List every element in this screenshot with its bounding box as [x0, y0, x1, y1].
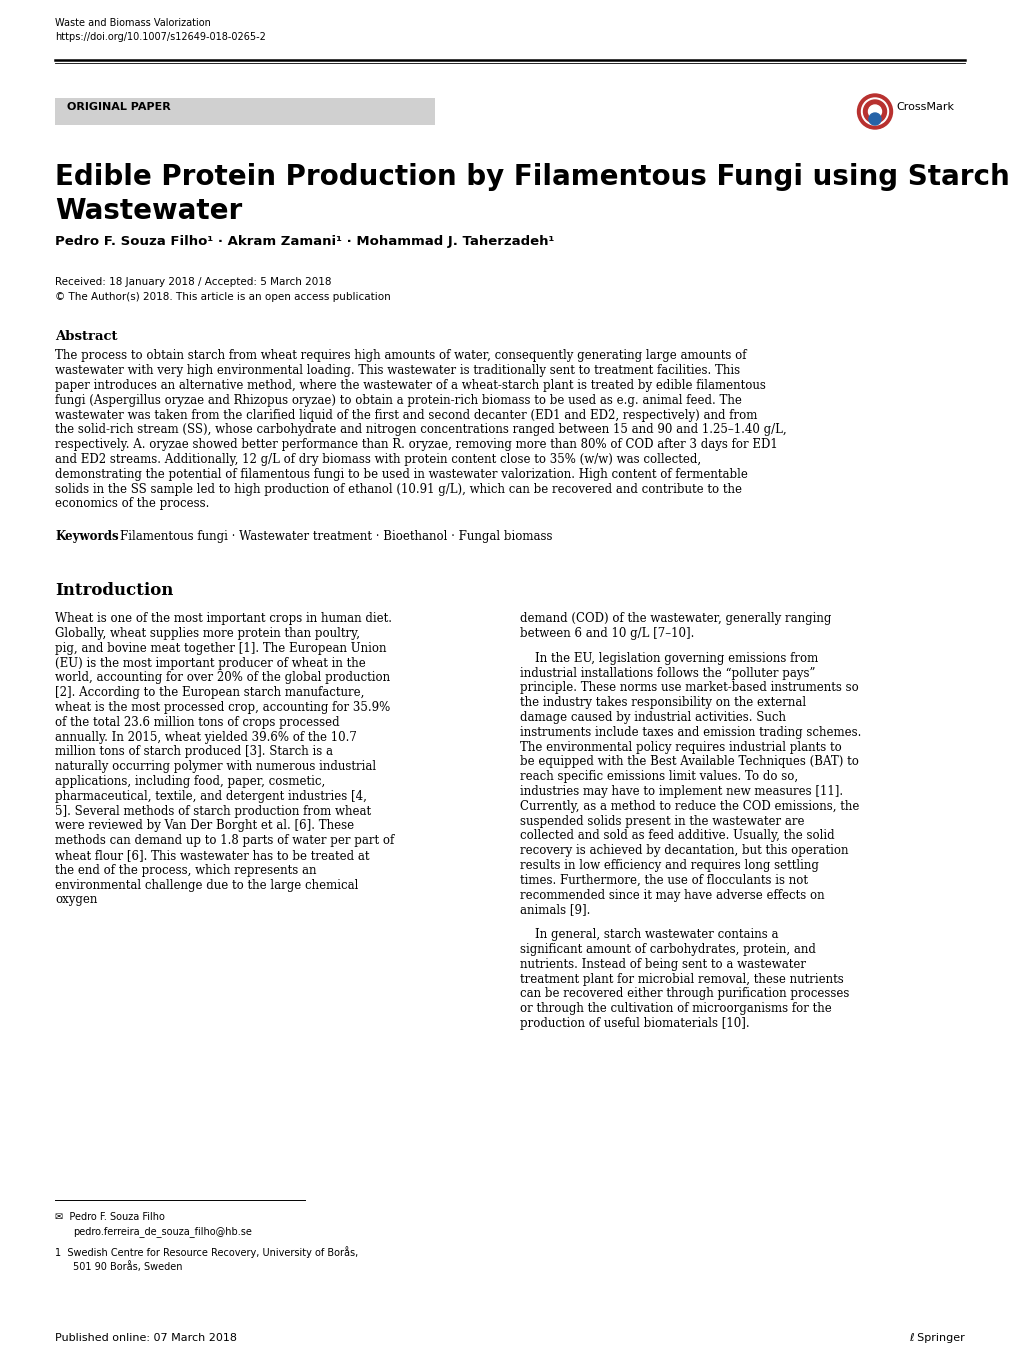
- Text: reach specific emissions limit values. To do so,: reach specific emissions limit values. T…: [520, 770, 797, 783]
- Text: Introduction: Introduction: [55, 583, 173, 599]
- Text: treatment plant for microbial removal, these nutrients: treatment plant for microbial removal, t…: [520, 973, 843, 985]
- Text: suspended solids present in the wastewater are: suspended solids present in the wastewat…: [520, 814, 804, 828]
- Circle shape: [863, 100, 886, 123]
- Text: Waste and Biomass Valorization: Waste and Biomass Valorization: [55, 18, 211, 28]
- Text: [2]. According to the European starch manufacture,: [2]. According to the European starch ma…: [55, 686, 364, 699]
- Text: © The Author(s) 2018. This article is an open access publication: © The Author(s) 2018. This article is an…: [55, 291, 390, 302]
- Text: wheat is the most processed crop, accounting for 35.9%: wheat is the most processed crop, accoun…: [55, 701, 390, 714]
- Text: solids in the SS sample led to high production of ethanol (10.91 g/L), which can: solids in the SS sample led to high prod…: [55, 482, 741, 496]
- Text: Edible Protein Production by Filamentous Fungi using Starch Plant: Edible Protein Production by Filamentous…: [55, 163, 1019, 191]
- Text: Globally, wheat supplies more protein than poultry,: Globally, wheat supplies more protein th…: [55, 627, 360, 640]
- Text: or through the cultivation of microorganisms for the: or through the cultivation of microorgan…: [520, 1003, 830, 1015]
- Text: 5]. Several methods of starch production from wheat: 5]. Several methods of starch production…: [55, 805, 371, 817]
- Text: animals [9].: animals [9].: [520, 904, 590, 916]
- Text: Wheat is one of the most important crops in human diet.: Wheat is one of the most important crops…: [55, 612, 391, 625]
- Text: ℓ Springer: ℓ Springer: [908, 1333, 964, 1343]
- Text: environmental challenge due to the large chemical: environmental challenge due to the large…: [55, 878, 358, 892]
- Text: industries may have to implement new measures [11].: industries may have to implement new mea…: [520, 785, 843, 798]
- Text: Currently, as a method to reduce the COD emissions, the: Currently, as a method to reduce the COD…: [520, 799, 859, 813]
- Text: paper introduces an alternative method, where the wastewater of a wheat-starch p: paper introduces an alternative method, …: [55, 379, 765, 392]
- Text: methods can demand up to 1.8 parts of water per part of: methods can demand up to 1.8 parts of wa…: [55, 835, 394, 847]
- Text: the end of the process, which represents an: the end of the process, which represents…: [55, 864, 316, 877]
- Text: million tons of starch produced [3]. Starch is a: million tons of starch produced [3]. Sta…: [55, 745, 332, 759]
- Text: CrossMark: CrossMark: [895, 103, 953, 112]
- Text: damage caused by industrial activities. Such: damage caused by industrial activities. …: [520, 711, 786, 724]
- Circle shape: [857, 93, 892, 129]
- Text: 1  Swedish Centre for Resource Recovery, University of Borås,: 1 Swedish Centre for Resource Recovery, …: [55, 1247, 358, 1259]
- Text: In the EU, legislation governing emissions from: In the EU, legislation governing emissio…: [520, 652, 817, 665]
- Circle shape: [868, 112, 880, 125]
- Text: the solid-rich stream (SS), whose carbohydrate and nitrogen concentrations range: the solid-rich stream (SS), whose carboh…: [55, 424, 786, 436]
- Text: The process to obtain starch from wheat requires high amounts of water, conseque: The process to obtain starch from wheat …: [55, 350, 746, 363]
- Text: recovery is achieved by decantation, but this operation: recovery is achieved by decantation, but…: [520, 844, 848, 858]
- Text: oxygen: oxygen: [55, 893, 97, 906]
- Text: the industry takes responsibility on the external: the industry takes responsibility on the…: [520, 696, 805, 709]
- Text: In general, starch wastewater contains a: In general, starch wastewater contains a: [520, 928, 777, 942]
- Text: Wastewater: Wastewater: [55, 196, 243, 225]
- Text: Filamentous fungi · Wastewater treatment · Bioethanol · Fungal biomass: Filamentous fungi · Wastewater treatment…: [120, 530, 552, 543]
- Circle shape: [867, 104, 880, 118]
- Text: economics of the process.: economics of the process.: [55, 497, 209, 511]
- Text: Published online: 07 March 2018: Published online: 07 March 2018: [55, 1333, 236, 1343]
- Text: wastewater was taken from the clarified liquid of the first and second decanter : wastewater was taken from the clarified …: [55, 409, 757, 421]
- Text: recommended since it may have adverse effects on: recommended since it may have adverse ef…: [520, 889, 823, 901]
- Text: (EU) is the most important producer of wheat in the: (EU) is the most important producer of w…: [55, 657, 366, 669]
- Text: wastewater with very high environmental loading. This wastewater is traditionall: wastewater with very high environmental …: [55, 364, 740, 377]
- Text: world, accounting for over 20% of the global production: world, accounting for over 20% of the gl…: [55, 672, 389, 684]
- Text: annually. In 2015, wheat yielded 39.6% of the 10.7: annually. In 2015, wheat yielded 39.6% o…: [55, 730, 357, 744]
- Text: pig, and bovine meat together [1]. The European Union: pig, and bovine meat together [1]. The E…: [55, 642, 386, 654]
- Text: respectively. A. oryzae showed better performance than R. oryzae, removing more : respectively. A. oryzae showed better pe…: [55, 438, 777, 451]
- Text: instruments include taxes and emission trading schemes.: instruments include taxes and emission t…: [520, 726, 860, 738]
- Text: be equipped with the Best Available Techniques (BAT) to: be equipped with the Best Available Tech…: [520, 756, 858, 768]
- Text: Keywords: Keywords: [55, 530, 118, 543]
- Text: Received: 18 January 2018 / Accepted: 5 March 2018: Received: 18 January 2018 / Accepted: 5 …: [55, 276, 331, 287]
- Text: principle. These norms use market-based instruments so: principle. These norms use market-based …: [520, 682, 858, 695]
- Text: times. Furthermore, the use of flocculants is not: times. Furthermore, the use of flocculan…: [520, 874, 807, 888]
- Text: industrial installations follows the “polluter pays”: industrial installations follows the “po…: [520, 667, 815, 680]
- Text: can be recovered either through purification processes: can be recovered either through purifica…: [520, 988, 849, 1000]
- Text: nutrients. Instead of being sent to a wastewater: nutrients. Instead of being sent to a wa…: [520, 958, 805, 972]
- Text: were reviewed by Van Der Borght et al. [6]. These: were reviewed by Van Der Borght et al. […: [55, 820, 354, 832]
- Text: results in low efficiency and requires long settling: results in low efficiency and requires l…: [520, 859, 818, 873]
- Text: The environmental policy requires industrial plants to: The environmental policy requires indust…: [520, 741, 841, 753]
- Text: demand (COD) of the wastewater, generally ranging: demand (COD) of the wastewater, generall…: [520, 612, 830, 625]
- Text: demonstrating the potential of filamentous fungi to be used in wastewater valori: demonstrating the potential of filamento…: [55, 467, 747, 481]
- Text: ✉  Pedro F. Souza Filho: ✉ Pedro F. Souza Filho: [55, 1211, 165, 1222]
- Text: production of useful biomaterials [10].: production of useful biomaterials [10].: [520, 1018, 749, 1030]
- Text: significant amount of carbohydrates, protein, and: significant amount of carbohydrates, pro…: [520, 943, 815, 957]
- Text: ORIGINAL PAPER: ORIGINAL PAPER: [67, 102, 170, 112]
- Circle shape: [861, 98, 888, 125]
- Text: naturally occurring polymer with numerous industrial: naturally occurring polymer with numerou…: [55, 760, 376, 774]
- Text: 501 90 Borås, Sweden: 501 90 Borås, Sweden: [73, 1262, 182, 1272]
- Text: Abstract: Abstract: [55, 329, 117, 343]
- Text: https://doi.org/10.1007/s12649-018-0265-2: https://doi.org/10.1007/s12649-018-0265-…: [55, 33, 266, 42]
- Text: Pedro F. Souza Filho¹ · Akram Zamani¹ · Mohammad J. Taherzadeh¹: Pedro F. Souza Filho¹ · Akram Zamani¹ · …: [55, 234, 554, 248]
- Text: and ED2 streams. Additionally, 12 g/L of dry biomass with protein content close : and ED2 streams. Additionally, 12 g/L of…: [55, 453, 700, 466]
- FancyBboxPatch shape: [55, 98, 434, 125]
- Text: collected and sold as feed additive. Usually, the solid: collected and sold as feed additive. Usu…: [520, 829, 834, 843]
- Text: of the total 23.6 million tons of crops processed: of the total 23.6 million tons of crops …: [55, 715, 339, 729]
- Text: pedro.ferreira_de_souza_filho@hb.se: pedro.ferreira_de_souza_filho@hb.se: [73, 1226, 252, 1237]
- Text: fungi (Aspergillus oryzae and Rhizopus oryzae) to obtain a protein-rich biomass : fungi (Aspergillus oryzae and Rhizopus o…: [55, 394, 741, 406]
- Text: pharmaceutical, textile, and detergent industries [4,: pharmaceutical, textile, and detergent i…: [55, 790, 367, 804]
- Text: applications, including food, paper, cosmetic,: applications, including food, paper, cos…: [55, 775, 325, 789]
- Text: between 6 and 10 g/L [7–10].: between 6 and 10 g/L [7–10].: [520, 627, 694, 640]
- Text: wheat flour [6]. This wastewater has to be treated at: wheat flour [6]. This wastewater has to …: [55, 850, 369, 862]
